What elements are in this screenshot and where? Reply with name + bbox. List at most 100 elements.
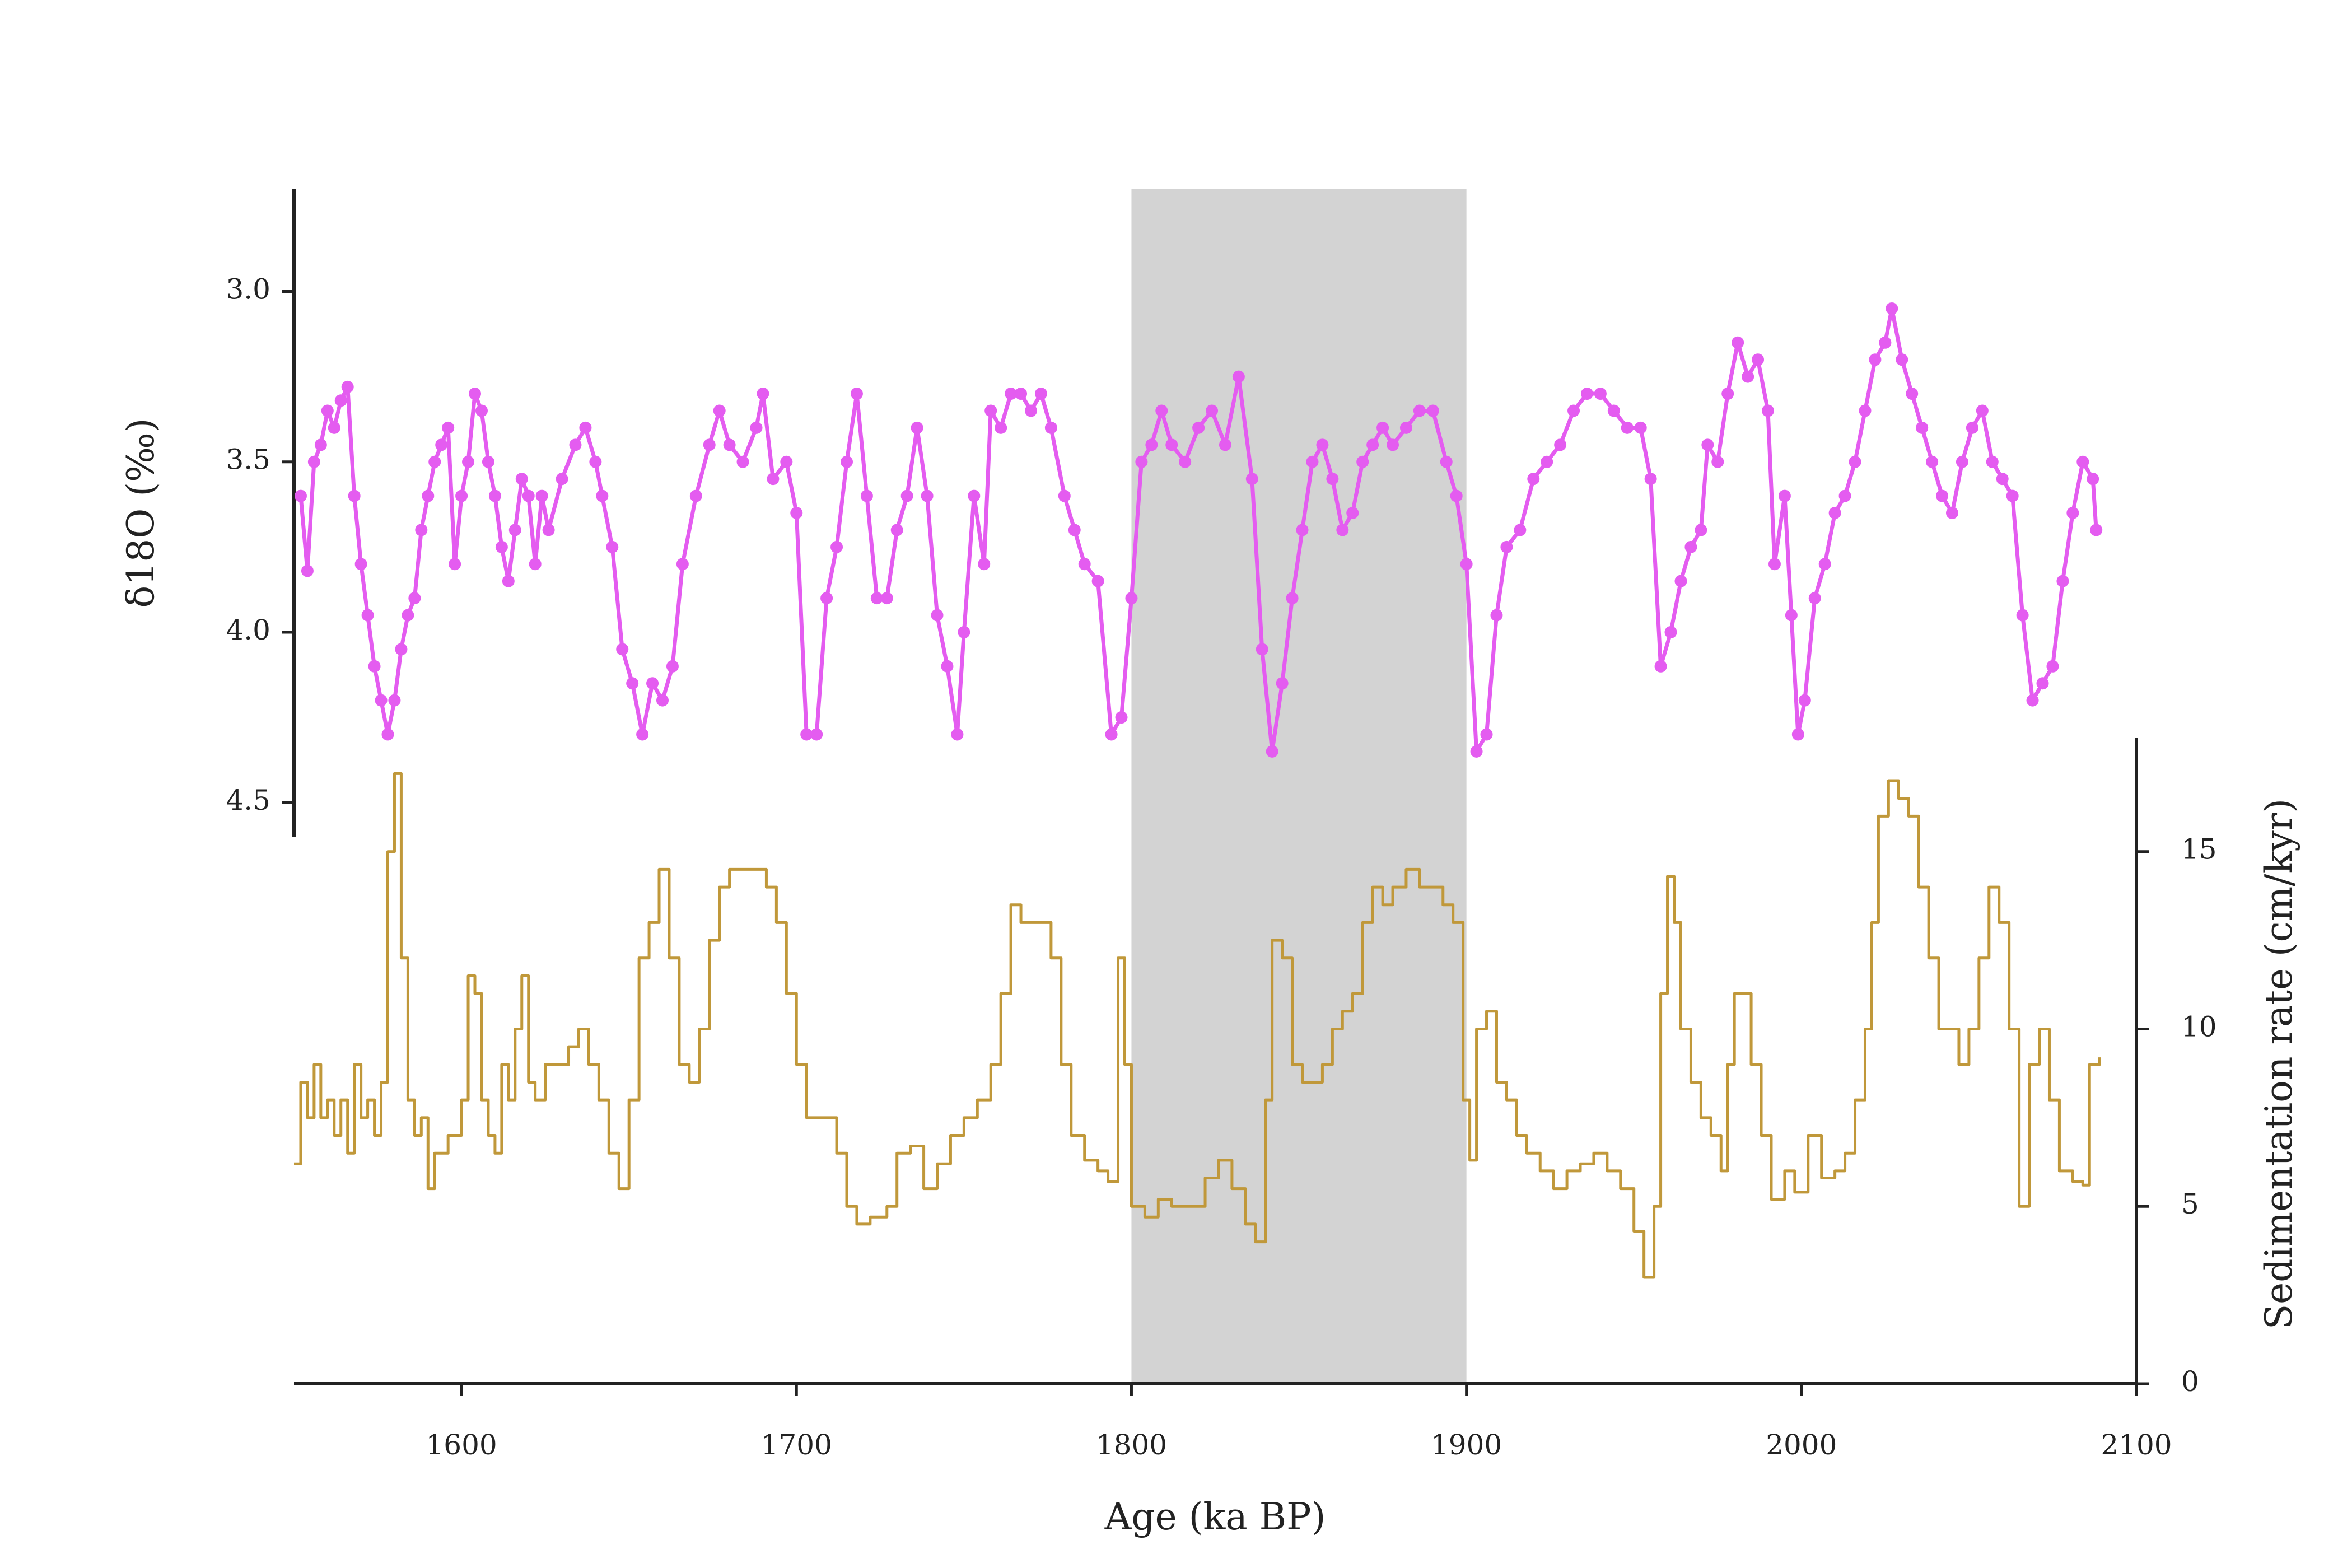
data-point xyxy=(1266,745,1278,758)
data-point xyxy=(1926,455,1939,468)
data-point xyxy=(1721,388,1734,400)
data-point xyxy=(1078,558,1091,571)
data-point xyxy=(780,455,793,468)
data-point xyxy=(596,489,609,502)
y2-tick-label: 15 xyxy=(2181,833,2217,866)
data-point xyxy=(790,507,803,519)
data-point xyxy=(984,404,997,417)
data-point xyxy=(395,643,408,656)
data-point xyxy=(1849,455,1861,468)
data-point xyxy=(1155,404,1168,417)
y2-tick-label: 5 xyxy=(2181,1188,2199,1220)
data-point xyxy=(1859,404,1872,417)
data-point xyxy=(2006,489,2019,502)
data-point xyxy=(911,421,923,434)
data-point xyxy=(900,489,913,502)
data-point xyxy=(1936,489,1949,502)
data-point xyxy=(1296,524,1309,536)
data-point xyxy=(2056,575,2069,587)
data-point xyxy=(995,421,1007,434)
data-point xyxy=(890,524,903,536)
data-point xyxy=(1450,489,1463,502)
y-tick-label: 4.5 xyxy=(226,784,270,816)
data-point xyxy=(361,609,374,622)
data-point xyxy=(1607,404,1620,417)
data-point xyxy=(1058,489,1071,502)
data-point xyxy=(375,694,388,707)
data-point xyxy=(354,558,367,571)
data-point xyxy=(2026,694,2039,707)
data-point xyxy=(2087,473,2099,486)
data-point xyxy=(2036,677,2049,690)
data-point xyxy=(2090,524,2103,536)
data-point xyxy=(1125,592,1138,605)
data-point xyxy=(469,388,482,400)
data-point xyxy=(328,421,340,434)
data-point xyxy=(1413,404,1426,417)
x-tick-label: 1600 xyxy=(426,1429,497,1461)
data-point xyxy=(508,524,521,536)
data-point xyxy=(341,380,354,393)
data-point xyxy=(482,455,494,468)
data-point xyxy=(636,728,649,741)
data-point xyxy=(1986,455,1999,468)
data-point xyxy=(1316,438,1329,451)
data-point xyxy=(1286,592,1299,605)
data-point xyxy=(1684,540,1697,553)
data-point xyxy=(1838,489,1851,502)
data-point xyxy=(1460,558,1473,571)
data-point xyxy=(1762,404,1774,417)
data-point xyxy=(1785,609,1798,622)
data-point xyxy=(502,575,515,587)
data-point xyxy=(1256,643,1268,656)
data-point xyxy=(1091,575,1104,587)
data-point xyxy=(1752,353,1765,366)
data-point xyxy=(348,489,361,502)
data-point xyxy=(1695,524,1707,536)
data-point xyxy=(1996,473,2009,486)
data-point xyxy=(767,473,780,486)
data-point xyxy=(757,388,769,400)
data-point xyxy=(1232,370,1245,383)
data-point xyxy=(1192,421,1205,434)
x-tick-label: 2100 xyxy=(2101,1429,2172,1461)
data-point xyxy=(1145,438,1158,451)
data-point xyxy=(1879,336,1892,349)
data-point xyxy=(713,404,726,417)
data-point xyxy=(1179,455,1192,468)
data-point xyxy=(579,421,592,434)
data-point xyxy=(495,540,508,553)
x-tick-label: 1800 xyxy=(1096,1429,1167,1461)
data-point xyxy=(1808,592,1821,605)
data-point xyxy=(1956,455,1968,468)
data-point xyxy=(606,540,619,553)
data-point xyxy=(1701,438,1714,451)
data-point xyxy=(1818,558,1831,571)
data-point xyxy=(850,388,863,400)
data-point xyxy=(951,728,964,741)
data-point xyxy=(666,660,679,673)
data-point xyxy=(1896,353,1908,366)
data-point xyxy=(921,489,934,502)
data-point xyxy=(1376,421,1389,434)
data-point xyxy=(860,489,873,502)
data-point xyxy=(1025,404,1037,417)
data-point xyxy=(723,438,736,451)
data-point xyxy=(870,592,883,605)
data-point xyxy=(736,455,749,468)
data-point xyxy=(841,455,853,468)
data-point xyxy=(1245,473,1258,486)
x-tick-label: 1700 xyxy=(761,1429,832,1461)
data-point xyxy=(2046,660,2059,673)
data-point xyxy=(703,438,716,451)
y2-axis-label: Sedimentation rate (cm/kyr) xyxy=(2257,799,2300,1329)
data-point xyxy=(1654,660,1667,673)
data-point xyxy=(1015,388,1028,400)
data-point xyxy=(542,524,555,536)
shaded-span xyxy=(1131,189,1467,1384)
data-point xyxy=(646,677,659,690)
data-point xyxy=(1778,489,1791,502)
data-point xyxy=(402,609,414,622)
data-point xyxy=(1664,626,1677,638)
